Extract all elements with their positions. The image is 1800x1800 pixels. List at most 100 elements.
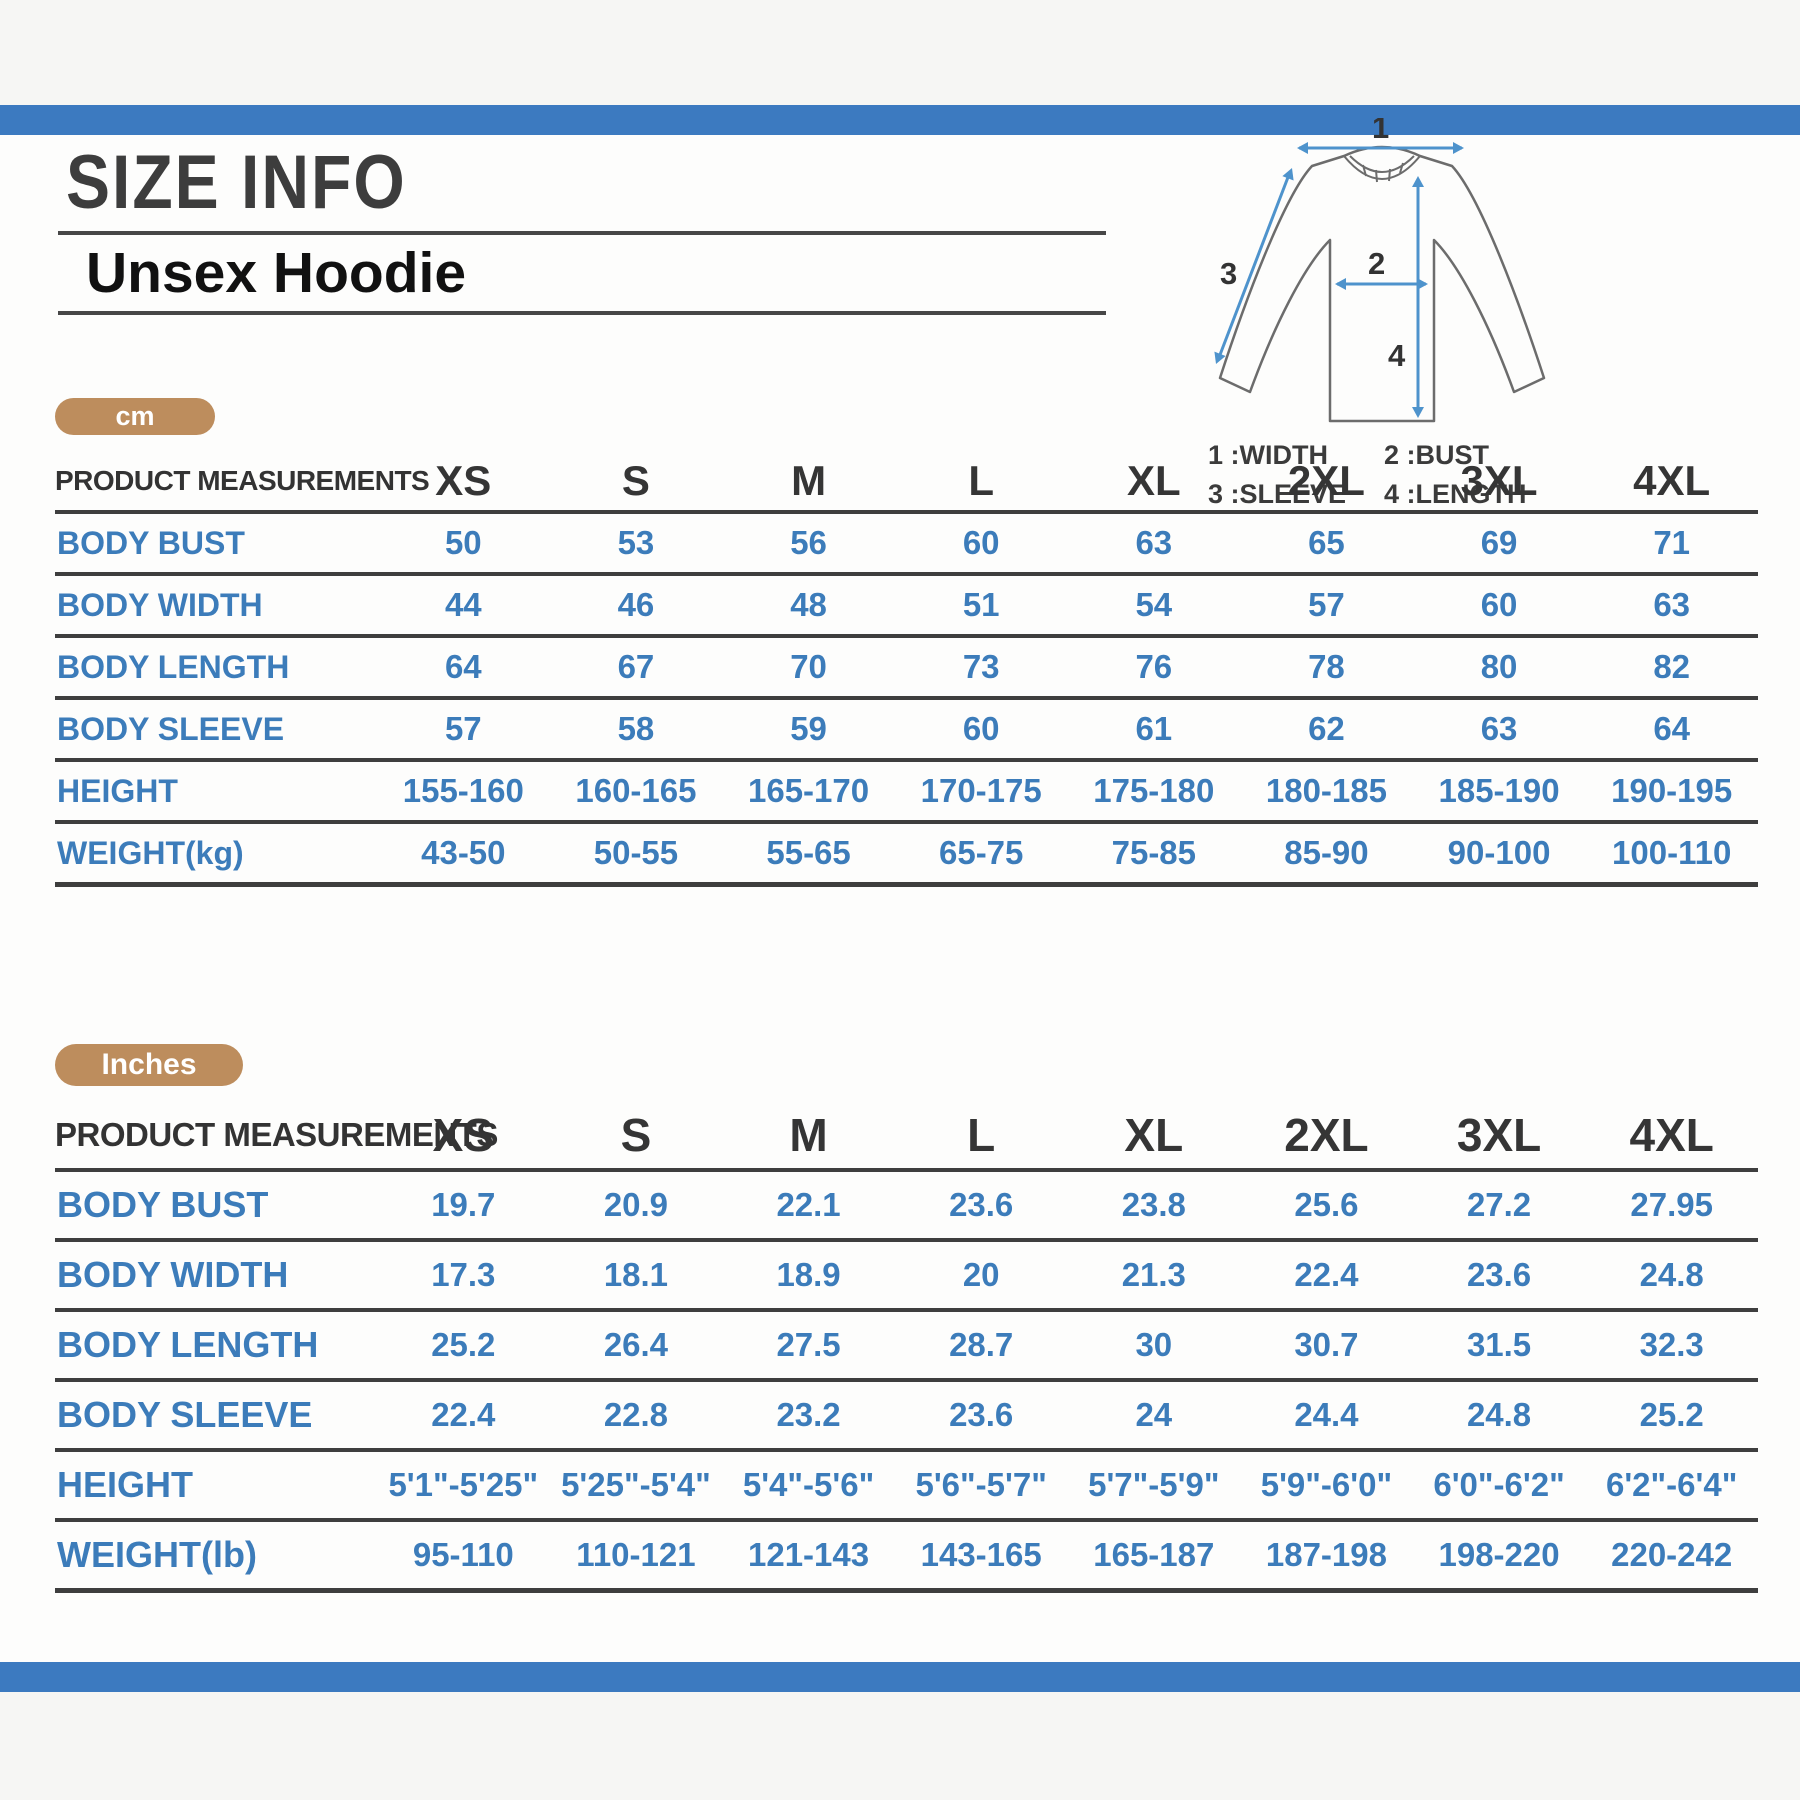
size-column-header: XL [1124,1109,1184,1161]
table-row: BODY LENGTH 25.2 26.4 27.5 28.7 30 30.7 31.5 32.… [55,1312,1758,1382]
row-label: BODY WIDTH [57,586,263,623]
measurement-value: 71 [1653,524,1691,561]
table-header-row: PRODUCT MEASUREMENTS XS S M L XL 2XL 3XL 4XL [55,1102,1758,1172]
measurement-value: 5'6"-5'7" [915,1466,1047,1503]
table-row: BODY LENGTH 64 67 70 73 76 78 80 82 [55,638,1758,700]
size-table-inches: PRODUCT MEASUREMENTS XS S M L XL 2XL 3XL 4XL BO… [55,1102,1758,1593]
measurement-value: 50 [444,524,482,561]
size-column-header: 4XL [1633,457,1711,504]
measurement-value: 73 [962,648,1000,685]
unit-badge-cm: cm [55,398,215,435]
measurement-value: 22.1 [776,1186,841,1223]
measurement-value: 23.2 [776,1396,841,1433]
measurement-value: 61 [1135,710,1173,747]
measurement-value: 22.4 [431,1396,496,1433]
measurement-value: 30 [1135,1326,1173,1363]
measurement-value: 220-242 [1611,1536,1733,1573]
sleeve-arrow-label: 3 [1220,256,1237,291]
table-row: BODY WIDTH 17.3 18.1 18.9 20 21.3 22.4 23.6 24.8 [55,1242,1758,1312]
measurement-value: 21.3 [1121,1256,1186,1293]
size-table-cm: PRODUCT MEASUREMENTS XS S M L XL 2XL 3XL 4XL BO… [55,452,1758,887]
measurement-value: 44 [444,586,482,623]
row-label: WEIGHT(lb) [57,1534,257,1575]
measurement-value: 80 [1480,648,1518,685]
size-column-header: XS [432,1109,494,1161]
measurement-value: 25.2 [1639,1396,1704,1433]
measurement-value: 19.7 [431,1186,496,1223]
measurement-value: 22.4 [1294,1256,1359,1293]
subtitle-rule-bottom [58,311,1106,315]
measurement-value: 175-180 [1093,772,1215,809]
measurement-value: 78 [1308,648,1345,685]
measurement-value: 32.3 [1639,1326,1704,1363]
width-arrow-label: 1 [1372,118,1389,145]
measurement-value: 60 [962,710,1000,747]
table-row: BODY BUST 19.7 20.9 22.1 23.6 23.8 25.6 27.2 27.… [55,1172,1758,1242]
measurement-value: 180-185 [1265,772,1387,809]
table-row: BODY SLEEVE 57 58 59 60 61 62 63 64 [55,700,1758,762]
measurement-value: 59 [790,710,827,747]
row-label: WEIGHT(kg) [57,834,244,871]
page-title: SIZE INFO [66,139,407,225]
size-column-header: 2XL [1287,457,1365,504]
measurement-value: 5'1"-5'25" [388,1466,539,1503]
content-background [0,135,1800,1662]
measurement-value: 30.7 [1294,1326,1359,1363]
size-column-header: 2XL [1284,1109,1369,1161]
measurement-value: 20 [962,1256,1000,1293]
size-column-header: 4XL [1629,1109,1714,1161]
row-label: BODY SLEEVE [57,710,285,747]
bust-arrow-label: 2 [1368,246,1385,281]
measurement-value: 23.6 [949,1186,1014,1223]
measurement-value: 5'7"-5'9" [1088,1466,1220,1503]
size-column-header: M [791,457,827,504]
size-column-header: 3XL [1460,457,1538,504]
measurement-value: 70 [790,648,827,685]
measurement-value: 27.2 [1466,1186,1532,1223]
arrowhead [1335,278,1346,290]
measurement-value: 187-198 [1265,1536,1387,1573]
measurement-value: 65-75 [938,834,1024,871]
row-label: BODY LENGTH [57,1324,319,1365]
measurement-value: 23.8 [1121,1186,1186,1223]
collar-rib [1375,169,1378,183]
collar-band [1349,155,1415,173]
measurement-value: 165-187 [1093,1536,1215,1573]
length-arrow-label: 4 [1388,338,1406,373]
measurement-value: 60 [962,524,1000,561]
measurement-value: 6'2"-6'4" [1605,1466,1738,1503]
measurement-value: 63 [1135,524,1173,561]
measurement-value: 63 [1653,586,1691,623]
measurement-value: 31.5 [1466,1326,1532,1363]
measurement-value: 48 [790,586,827,623]
legend-entry: 2 :BUST [1384,440,1490,470]
measurement-value: 100-110 [1612,834,1732,871]
measurement-value: 55-65 [766,834,851,871]
subtitle-rule-top [58,231,1106,235]
measurement-value: 170-175 [920,772,1042,809]
size-column-header: 3XL [1456,1109,1542,1161]
measurement-value: 25.6 [1294,1186,1359,1223]
hoodie-measurement-diagram: 1 2 3 4 1 :WIDTH 2 :BUST 3 :SLEEVE 4 :LENGT… [1162,118,1602,510]
measurement-value: 54 [1135,586,1173,623]
diagram-legend: 1 :WIDTH 2 :BUST 3 :SLEEVE 4 :LENGTH [1162,440,1602,510]
measurement-value: 190-195 [1611,772,1733,809]
table-row: HEIGHT 5'1"-5'25" 5'25"-5'4" 5'4"-5'6" 5'6"-… [55,1452,1758,1522]
arrowhead [1214,351,1226,364]
measurement-value: 85-90 [1284,834,1369,871]
size-column-header: L [968,457,995,504]
measurement-value: 110-121 [576,1536,696,1573]
measurement-value: 27.95 [1630,1186,1713,1223]
size-column-header: M [789,1109,828,1161]
size-column-header: L [967,1109,996,1161]
table-row: BODY WIDTH 44 46 48 51 54 57 60 63 [55,576,1758,638]
measurement-value: 53 [617,524,655,561]
measurement-value: 27.5 [776,1326,841,1363]
measurement-value: 121-143 [748,1536,870,1573]
measurement-value: 43-50 [421,834,506,871]
collar-rib [1362,164,1367,177]
arrowhead [1412,176,1424,187]
row-label: BODY SLEEVE [57,1394,313,1435]
measurement-value: 56 [790,524,827,561]
